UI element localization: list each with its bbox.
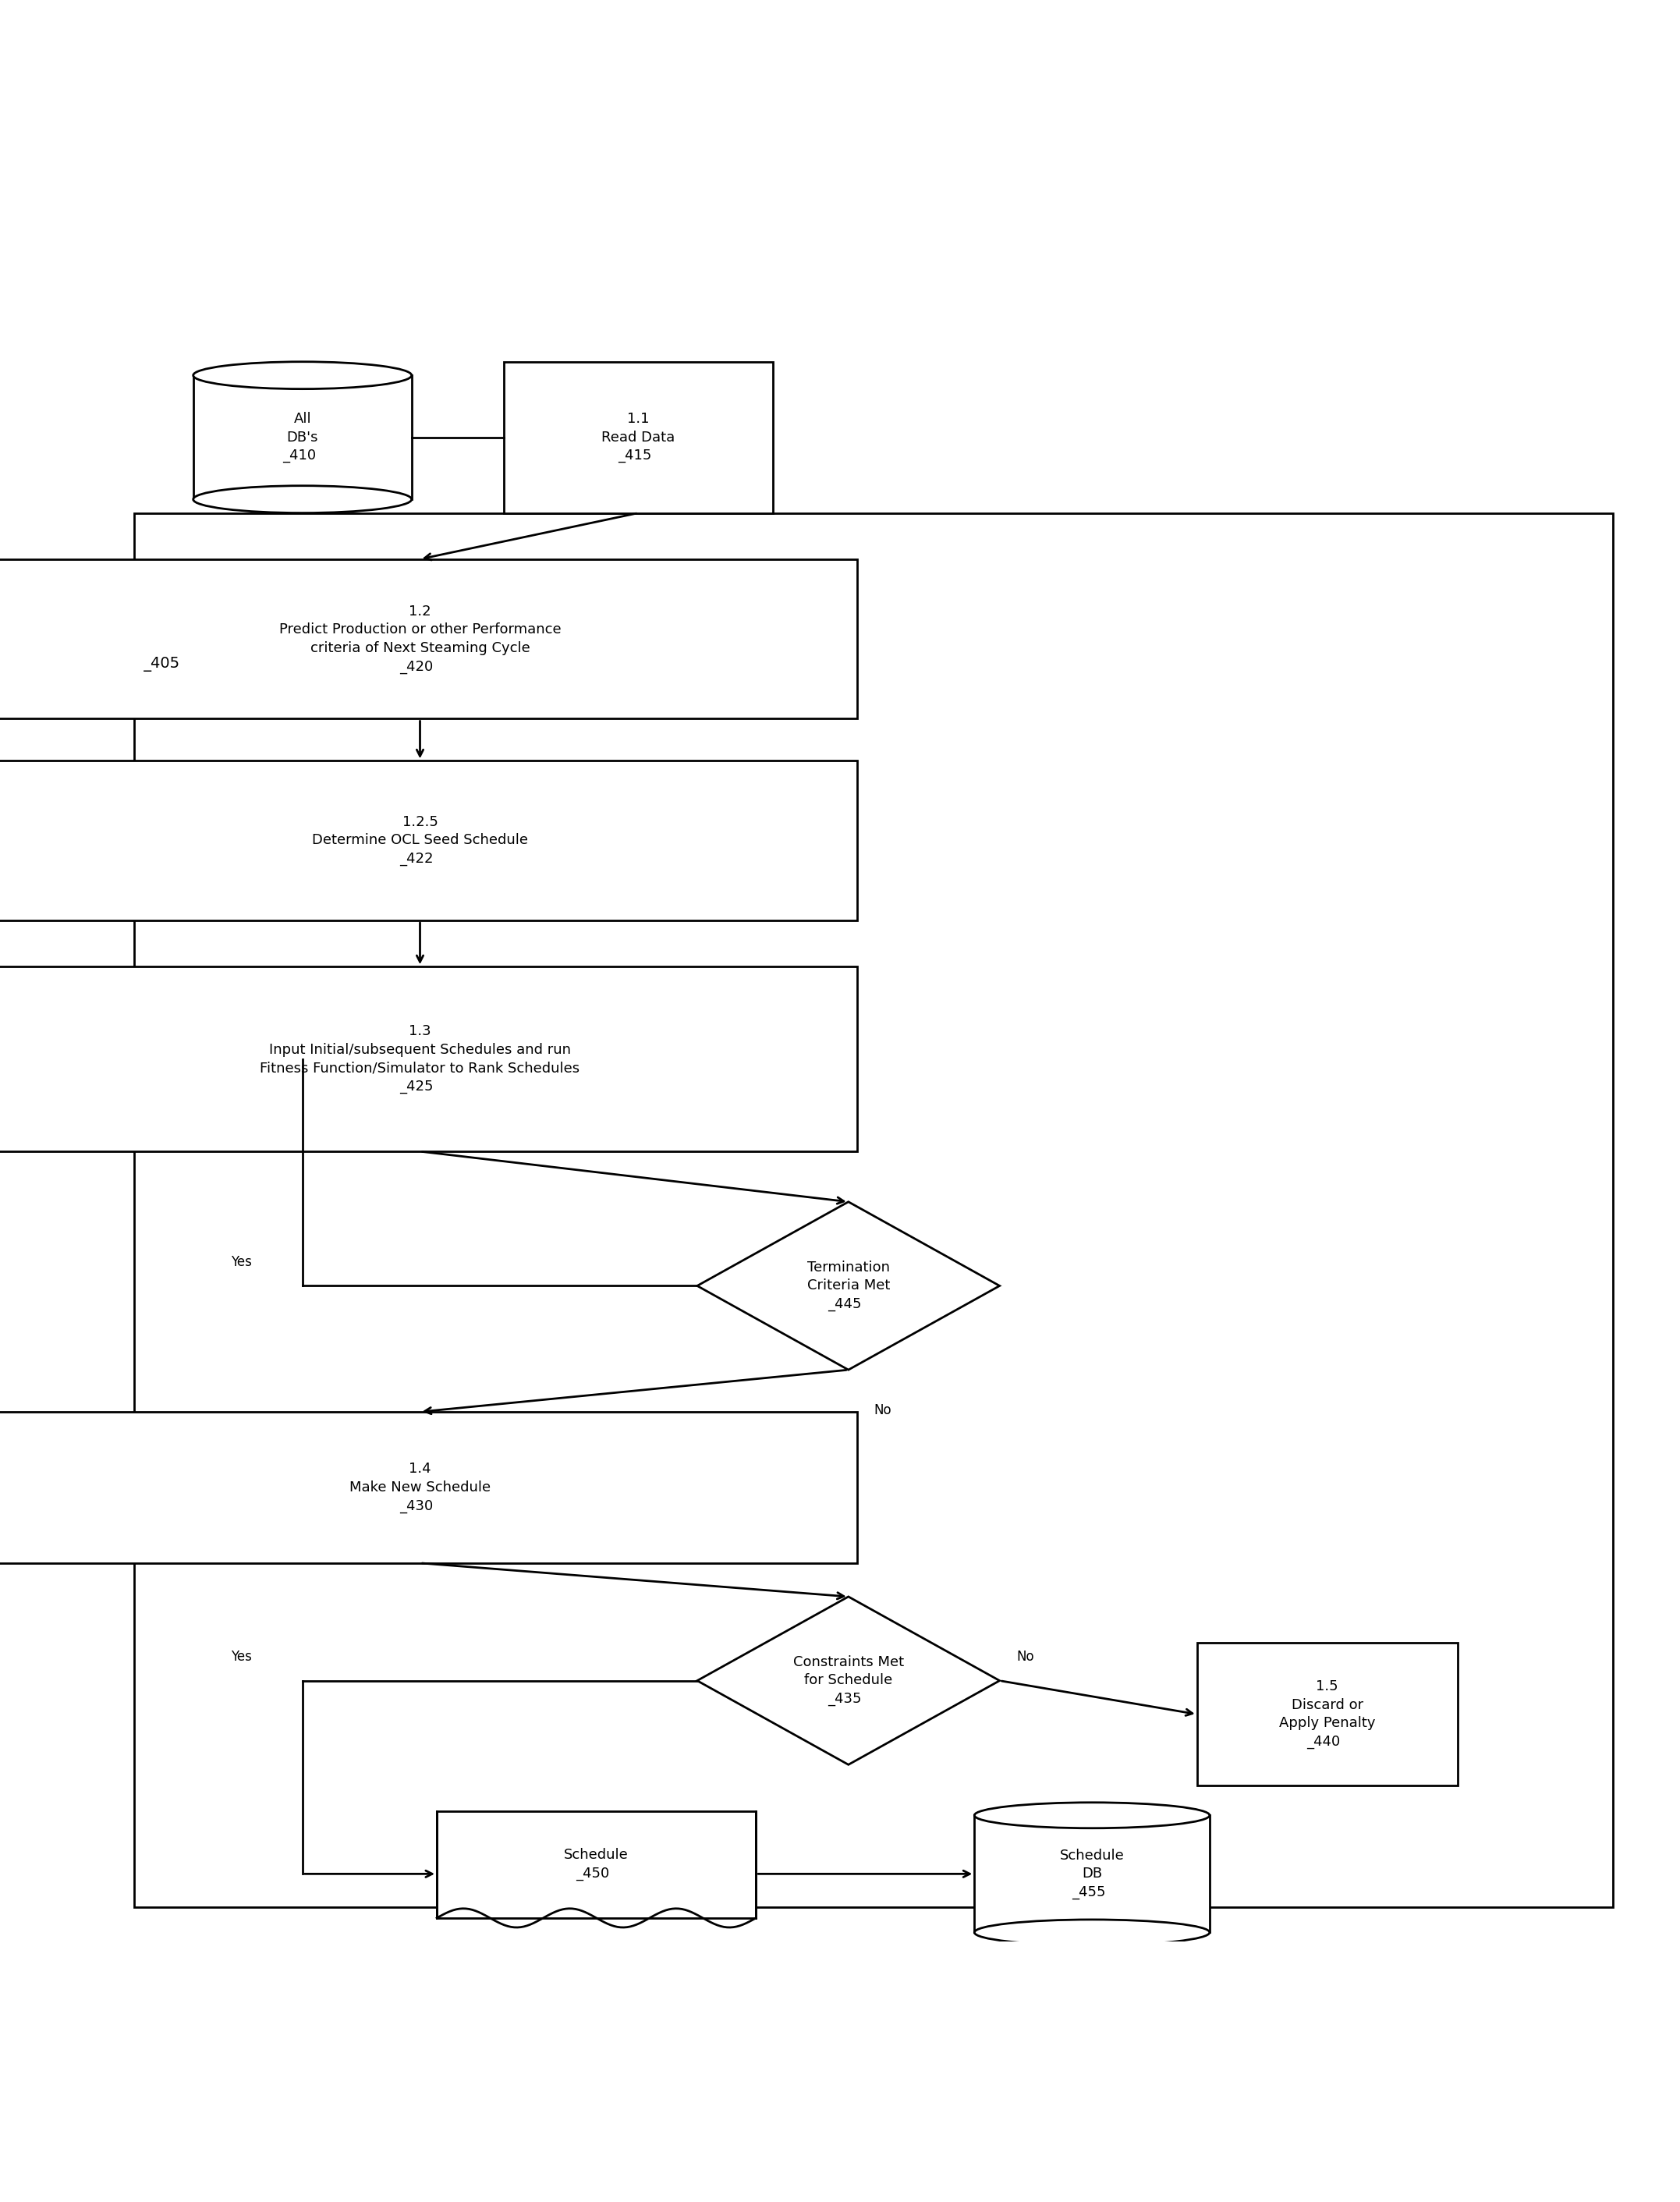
Text: 1.1
Read Data
̲415: 1.1 Read Data ̲415 — [601, 412, 675, 462]
Text: 1.2
Predict Production or other Performance
criteria of Next Steaming Cycle
̲420: 1.2 Predict Production or other Performa… — [279, 603, 561, 674]
FancyBboxPatch shape — [0, 967, 857, 1152]
Text: Yes: Yes — [232, 1255, 252, 1268]
Text: ̲405: ̲405 — [151, 656, 180, 672]
FancyBboxPatch shape — [504, 361, 773, 513]
Bar — [974, 1814, 1210, 1933]
Text: Termination
Criteria Met
̲445: Termination Criteria Met ̲445 — [806, 1260, 890, 1312]
FancyBboxPatch shape — [437, 1810, 756, 1918]
Polygon shape — [697, 1596, 1000, 1764]
Text: 1.4
Make New Schedule
̲430: 1.4 Make New Schedule ̲430 — [349, 1462, 491, 1513]
Text: Schedule
DB
̲455: Schedule DB ̲455 — [1060, 1847, 1124, 1900]
Text: 1.2.5
Determine OCL Seed Schedule
̲422: 1.2.5 Determine OCL Seed Schedule ̲422 — [312, 815, 528, 865]
FancyBboxPatch shape — [0, 559, 857, 718]
Text: No: No — [874, 1403, 892, 1418]
Text: Constraints Met
for Schedule
̲435: Constraints Met for Schedule ̲435 — [793, 1656, 904, 1707]
FancyBboxPatch shape — [1196, 1643, 1458, 1786]
FancyBboxPatch shape — [0, 1411, 857, 1563]
Text: All
DB's
̲410: All DB's ̲410 — [287, 412, 318, 462]
Text: No: No — [1016, 1649, 1035, 1665]
FancyBboxPatch shape — [0, 760, 857, 920]
Ellipse shape — [974, 1803, 1210, 1828]
Text: 1.5
Discard or
Apply Penalty
̲440: 1.5 Discard or Apply Penalty ̲440 — [1278, 1680, 1376, 1748]
Bar — [193, 374, 412, 500]
Polygon shape — [697, 1202, 1000, 1370]
Text: Schedule
̲450: Schedule ̲450 — [564, 1847, 628, 1881]
Text: Yes: Yes — [232, 1649, 252, 1665]
Text: 1.3
Input Initial/subsequent Schedules and run
Fitness Function/Simulator to Ran: 1.3 Input Initial/subsequent Schedules a… — [260, 1024, 580, 1094]
Ellipse shape — [974, 1920, 1210, 1944]
Ellipse shape — [193, 487, 412, 513]
Ellipse shape — [193, 361, 412, 390]
